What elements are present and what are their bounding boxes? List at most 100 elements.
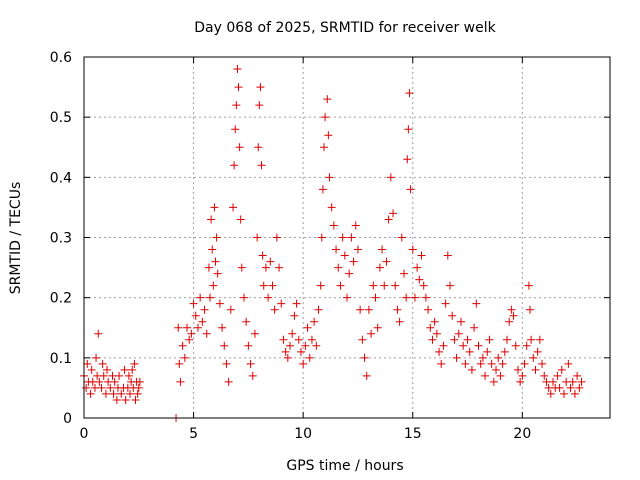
data-point (266, 257, 275, 266)
data-point (380, 281, 389, 290)
data-point (211, 257, 220, 266)
data-point (448, 311, 457, 320)
data-point (189, 299, 198, 308)
data-point (369, 281, 378, 290)
data-point (406, 185, 415, 194)
data-point (259, 281, 268, 290)
data-point (533, 347, 542, 356)
data-point (224, 377, 233, 386)
data-point (367, 329, 376, 338)
data-point (86, 389, 95, 398)
data-point (553, 371, 562, 380)
data-point (307, 335, 316, 344)
data-point (198, 317, 207, 326)
data-point (218, 323, 227, 332)
data-point (500, 347, 509, 356)
data-point (430, 317, 439, 326)
data-point (349, 257, 358, 266)
data-point (286, 341, 295, 350)
data-point (555, 383, 564, 392)
data-point (577, 377, 586, 386)
data-point (419, 281, 428, 290)
data-point (573, 371, 582, 380)
data-point (546, 389, 555, 398)
data-point (421, 293, 430, 302)
data-point (101, 389, 110, 398)
data-point (220, 341, 229, 350)
data-point (487, 359, 496, 368)
data-point (478, 353, 487, 362)
data-point (121, 395, 130, 404)
data-point (529, 353, 538, 362)
data-point (465, 347, 474, 356)
data-point (134, 383, 143, 392)
data-point (502, 335, 511, 344)
data-point (208, 245, 217, 254)
data-point (229, 203, 238, 212)
data-point (426, 323, 435, 332)
data-point (399, 269, 408, 278)
plot-frame (83, 56, 611, 419)
data-point (334, 263, 343, 272)
data-point (133, 389, 142, 398)
data-point (292, 299, 301, 308)
data-point (494, 353, 503, 362)
data-point (378, 245, 387, 254)
data-point (250, 329, 259, 338)
data-point (391, 281, 400, 290)
data-point (131, 395, 140, 404)
data-point (428, 335, 437, 344)
y-tick-label: 0.1 (50, 351, 72, 367)
data-point (395, 317, 404, 326)
data-point (180, 353, 189, 362)
data-point (496, 371, 505, 380)
data-point (415, 275, 424, 284)
data-point (324, 131, 333, 140)
data-point (498, 359, 507, 368)
data-point (559, 389, 568, 398)
x-tick-label: 20 (513, 426, 531, 442)
y-tick-label: 0.5 (50, 110, 72, 126)
data-point (290, 311, 299, 320)
data-point (82, 383, 91, 392)
data-point (212, 233, 221, 242)
data-point (314, 305, 323, 314)
data-point (343, 293, 351, 302)
data-point (402, 293, 411, 302)
data-point (452, 353, 461, 362)
data-point (210, 203, 219, 212)
data-point (327, 203, 336, 212)
x-tick-label: 0 (80, 426, 89, 442)
data-point (570, 389, 579, 398)
data-point (413, 263, 422, 272)
chart-title: Day 068 of 2025, SRMTID for receiver wel… (194, 20, 496, 36)
data-point (375, 263, 384, 272)
data-point (439, 341, 448, 350)
data-point (305, 353, 314, 362)
data-point (481, 371, 490, 380)
data-point (408, 245, 417, 254)
data-point (364, 305, 373, 314)
data-point (404, 125, 413, 134)
data-point (483, 347, 492, 356)
data-point (242, 317, 251, 326)
data-point (196, 293, 205, 302)
data-point (83, 359, 92, 368)
data-point (236, 215, 245, 224)
data-point (283, 353, 292, 362)
data-point (312, 341, 321, 350)
y-tick-label: 0.2 (50, 291, 72, 307)
data-point (485, 335, 494, 344)
data-point (97, 383, 106, 392)
data-point (450, 335, 459, 344)
data-point (338, 233, 347, 242)
data-point (540, 371, 549, 380)
data-point (178, 341, 187, 350)
data-point (410, 293, 419, 302)
data-point (527, 335, 536, 344)
data-point (264, 293, 273, 302)
y-tick-label: 0.6 (50, 50, 72, 66)
data-point (288, 329, 297, 338)
data-point (358, 335, 367, 344)
